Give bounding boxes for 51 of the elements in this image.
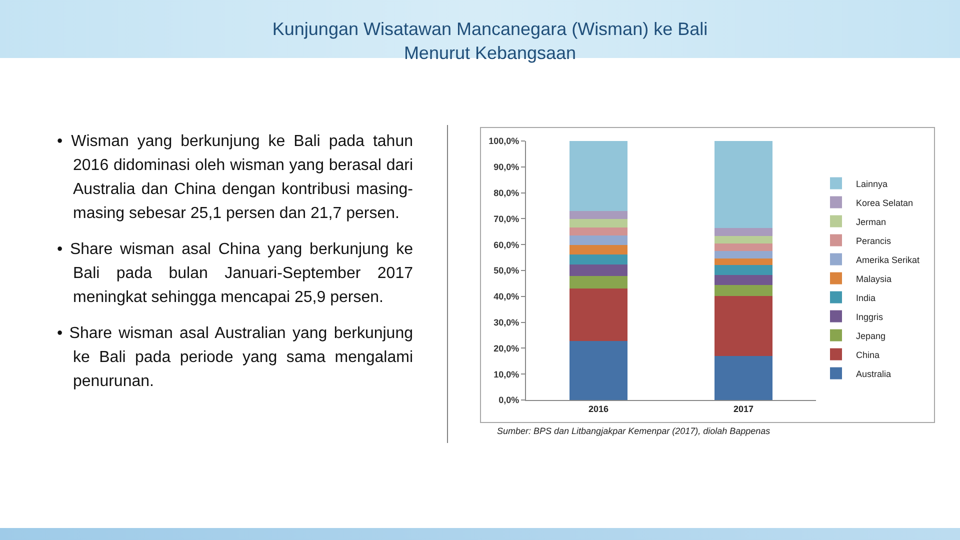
x-tick-label: 2016	[588, 404, 609, 414]
bar	[570, 288, 628, 341]
bar	[570, 264, 628, 276]
y-tick-label: 0,0%	[498, 395, 520, 406]
bar	[714, 141, 772, 228]
y-tick-label: 10,0%	[494, 369, 520, 380]
legend-label: Inggris	[856, 312, 884, 322]
bar	[570, 141, 628, 212]
legend-label: Jepang	[856, 330, 886, 341]
bar	[714, 285, 772, 296]
chart-title: Kunjungan Wisatawan Mancanegara (Wisman) ke Bali Menurut Kebangsaan	[271, 18, 709, 65]
bar	[714, 265, 772, 276]
legend-label: Malaysia	[856, 274, 892, 284]
bar	[714, 296, 772, 356]
bar	[714, 244, 772, 252]
bar	[570, 218, 628, 228]
x-tick-label: 2017	[733, 404, 754, 414]
bar	[570, 227, 628, 236]
text: • Share wisman asal Australian yang berkunjung ke Bali pada periode yang sama mengalami penurunan.	[57, 324, 413, 392]
y-tick-label: 60,0%	[494, 240, 520, 250]
y-tick-label: 100,0%	[488, 136, 520, 146]
y-tick-label: 20,0%	[494, 343, 520, 354]
legend-label: Australia	[856, 368, 892, 379]
legend-label: Korea Selatan	[856, 198, 914, 208]
bar	[570, 340, 628, 400]
bar	[714, 275, 772, 285]
y-tick-label: 40,0%	[494, 292, 520, 302]
bar	[570, 211, 628, 219]
y-tick-label: 90,0%	[494, 162, 520, 172]
text: Sumber: BPS dan Litbangjakpar Kemenpar (2017), diolah Bappenas	[496, 426, 772, 436]
bar	[570, 244, 628, 255]
bar	[570, 235, 628, 245]
bar	[714, 236, 772, 244]
y-tick-label: 30,0%	[494, 317, 520, 328]
bar	[714, 356, 772, 400]
text: • Share wisman asal China yang berkunjung ke Bali pada bulan Januari-September 2017 meningkat sehingga mencapai 25,9 persen.	[57, 240, 413, 308]
legend-label: Amerika Serikat	[856, 254, 920, 265]
text: • Wisman yang berkunjung ke Bali pada tahun 2016 didominasi oleh wisman yang berasal dari Australia dan China dengan kontribusi masing-masing sebesar 25,1 persen dan 21,7 persen.	[57, 132, 413, 224]
legend-label: Lainnya	[856, 178, 888, 189]
bar	[714, 251, 772, 259]
bar	[714, 258, 772, 266]
legend-label: China	[856, 350, 880, 360]
y-tick-label: 70,0%	[494, 214, 520, 224]
bar	[714, 228, 772, 236]
legend-label: Jerman	[856, 216, 886, 227]
y-tick-label: 80,0%	[494, 188, 520, 198]
y-tick-label: 50,0%	[494, 266, 520, 276]
bar	[570, 254, 628, 265]
legend-label: Perancis	[856, 236, 892, 246]
bar	[570, 276, 628, 288]
legend-label: India	[856, 292, 876, 303]
